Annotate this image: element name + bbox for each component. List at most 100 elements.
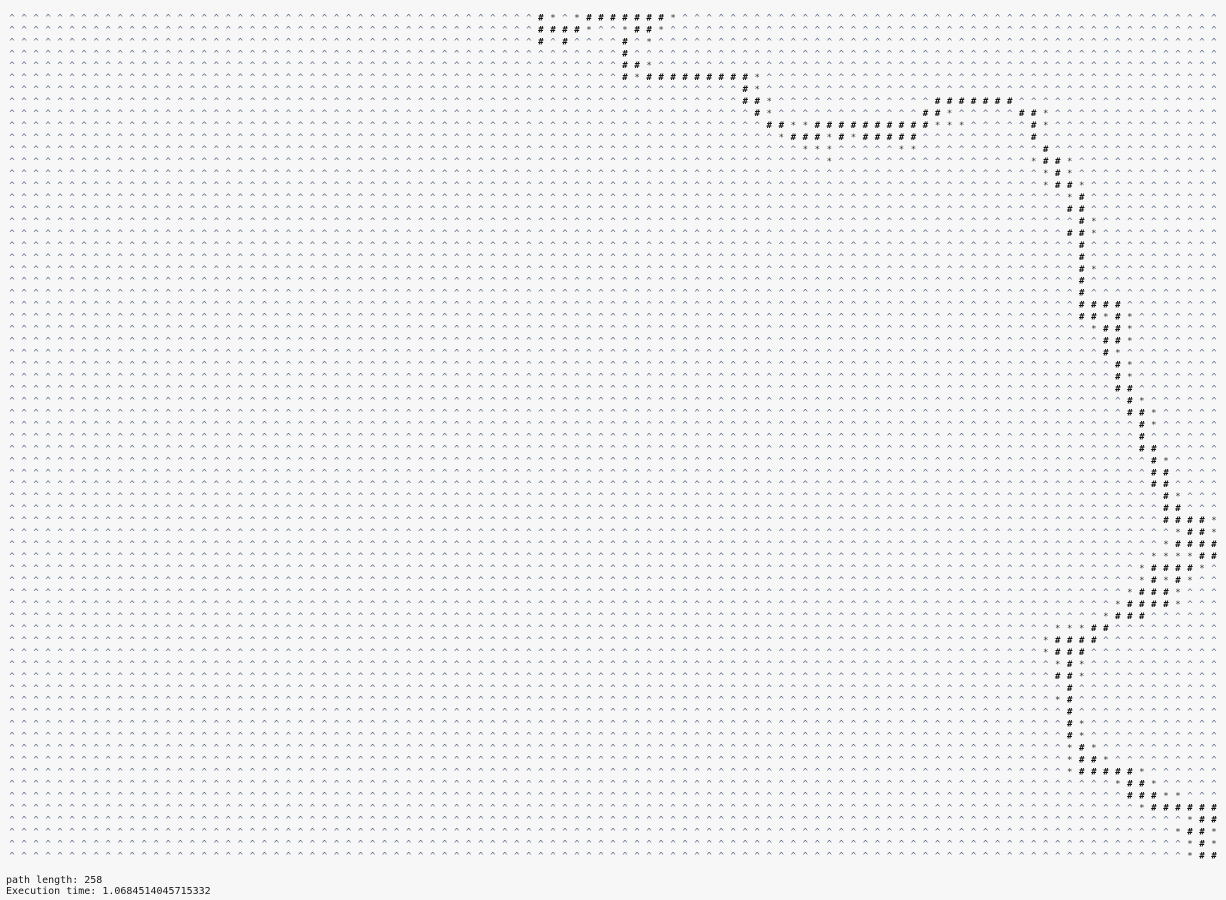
grid-cell-empty: ^ [1091, 157, 1097, 167]
grid-cell-empty: ^ [262, 432, 268, 442]
grid-cell-empty: ^ [1067, 408, 1073, 418]
grid-cell-empty: ^ [610, 133, 616, 143]
grid-cell-empty: ^ [69, 337, 75, 347]
grid-cell-empty: ^ [310, 396, 316, 406]
grid-cell-empty: ^ [899, 504, 905, 514]
grid-cell-empty: ^ [502, 564, 508, 574]
grid-cell-empty: ^ [442, 456, 448, 466]
grid-cell-empty: ^ [166, 600, 172, 610]
grid-cell-empty: ^ [767, 492, 773, 502]
grid-cell-empty: ^ [238, 516, 244, 526]
grid-cell-empty: ^ [454, 504, 460, 514]
grid-cell-empty: ^ [598, 384, 604, 394]
grid-cell-visited: * [1163, 456, 1168, 466]
grid-cell-empty: ^ [743, 349, 749, 359]
grid-cell-empty: ^ [706, 361, 712, 371]
grid-cell-empty: ^ [346, 325, 352, 335]
grid-cell-empty: ^ [682, 13, 688, 23]
grid-cell-empty: ^ [286, 384, 292, 394]
grid-cell-empty: ^ [622, 337, 628, 347]
grid-cell-empty: ^ [526, 516, 532, 526]
grid-cell-empty: ^ [346, 181, 352, 191]
grid-cell-path: # [1199, 528, 1205, 538]
grid-cell-empty: ^ [574, 516, 580, 526]
grid-cell-empty: ^ [983, 13, 989, 23]
grid-cell-empty: ^ [911, 540, 917, 550]
grid-cell-empty: ^ [1127, 97, 1133, 107]
grid-cell-empty: ^ [358, 576, 364, 586]
grid-cell-empty: ^ [69, 73, 75, 83]
grid-cell-empty: ^ [310, 97, 316, 107]
grid-cell-empty: ^ [129, 600, 135, 610]
grid-cell-empty: ^ [755, 468, 761, 478]
grid-cell-empty: ^ [875, 181, 881, 191]
grid-cell-empty: ^ [274, 49, 280, 59]
grid-cell-empty: ^ [358, 504, 364, 514]
grid-cell-empty: ^ [214, 600, 220, 610]
grid-cell-empty: ^ [418, 61, 424, 71]
grid-cell-empty: ^ [490, 361, 496, 371]
grid-cell-empty: ^ [1211, 576, 1217, 586]
grid-cell-empty: ^ [791, 217, 797, 227]
grid-cell-empty: ^ [238, 468, 244, 478]
grid-cell-empty: ^ [21, 372, 27, 382]
grid-cell-empty: ^ [45, 73, 51, 83]
grid-cell-empty: ^ [815, 277, 821, 287]
grid-cell-empty: ^ [274, 420, 280, 430]
grid-cell-path: # [755, 109, 761, 119]
grid-cell-path: # [1199, 552, 1205, 562]
grid-cell-empty: ^ [1211, 313, 1217, 323]
grid-cell-empty: ^ [1103, 13, 1109, 23]
grid-cell-empty: ^ [478, 85, 484, 95]
grid-cell-empty: ^ [983, 229, 989, 239]
grid-cell-empty: ^ [658, 37, 664, 47]
grid-cell-empty: ^ [1055, 13, 1061, 23]
grid-cell-empty: ^ [995, 157, 1001, 167]
grid-cell-empty: ^ [923, 217, 929, 227]
grid-cell-empty: ^ [863, 265, 869, 275]
grid-cell-empty: ^ [214, 253, 220, 263]
grid-cell-empty: ^ [1139, 217, 1145, 227]
grid-cell-empty: ^ [202, 576, 208, 586]
grid-cell-empty: ^ [142, 229, 148, 239]
grid-cell-empty: ^ [1055, 408, 1061, 418]
grid-cell-empty: ^ [430, 444, 436, 454]
grid-cell-empty: ^ [238, 504, 244, 514]
grid-cell-empty: ^ [117, 85, 123, 95]
grid-cell-empty: ^ [815, 205, 821, 215]
grid-cell-empty: ^ [755, 61, 761, 71]
grid-cell-path: # [863, 121, 869, 131]
grid-cell-empty: ^ [1127, 205, 1133, 215]
grid-cell-empty: ^ [322, 480, 328, 490]
grid-cell-empty: ^ [334, 564, 340, 574]
grid-cell-empty: ^ [1055, 552, 1061, 562]
grid-cell-empty: ^ [250, 301, 256, 311]
grid-cell-empty: ^ [190, 492, 196, 502]
grid-cell-empty: ^ [1019, 444, 1025, 454]
grid-cell-empty: ^ [995, 181, 1001, 191]
grid-cell-empty: ^ [1103, 576, 1109, 586]
grid-cell-empty: ^ [346, 121, 352, 131]
grid-cell-visited: * [1211, 528, 1216, 538]
grid-cell-path: # [1091, 313, 1097, 323]
grid-cell-empty: ^ [779, 456, 785, 466]
grid-cell-empty: ^ [334, 552, 340, 562]
grid-cell-empty: ^ [646, 528, 652, 538]
grid-cell-empty: ^ [394, 97, 400, 107]
grid-cell-empty: ^ [1115, 37, 1121, 47]
grid-cell-empty: ^ [598, 361, 604, 371]
grid-cell-empty: ^ [779, 361, 785, 371]
grid-cell-empty: ^ [394, 289, 400, 299]
grid-cell-empty: ^ [1139, 13, 1145, 23]
grid-cell-empty: ^ [706, 253, 712, 263]
grid-cell-empty: ^ [286, 49, 292, 59]
grid-cell-empty: ^ [574, 169, 580, 179]
grid-cell-empty: ^ [1043, 253, 1049, 263]
grid-cell-empty: ^ [466, 492, 472, 502]
grid-cell-empty: ^ [334, 85, 340, 95]
grid-cell-path: # [1055, 169, 1061, 179]
grid-cell-empty: ^ [767, 217, 773, 227]
grid-cell-empty: ^ [1055, 384, 1061, 394]
grid-cell-empty: ^ [57, 552, 63, 562]
grid-cell-empty: ^ [923, 61, 929, 71]
